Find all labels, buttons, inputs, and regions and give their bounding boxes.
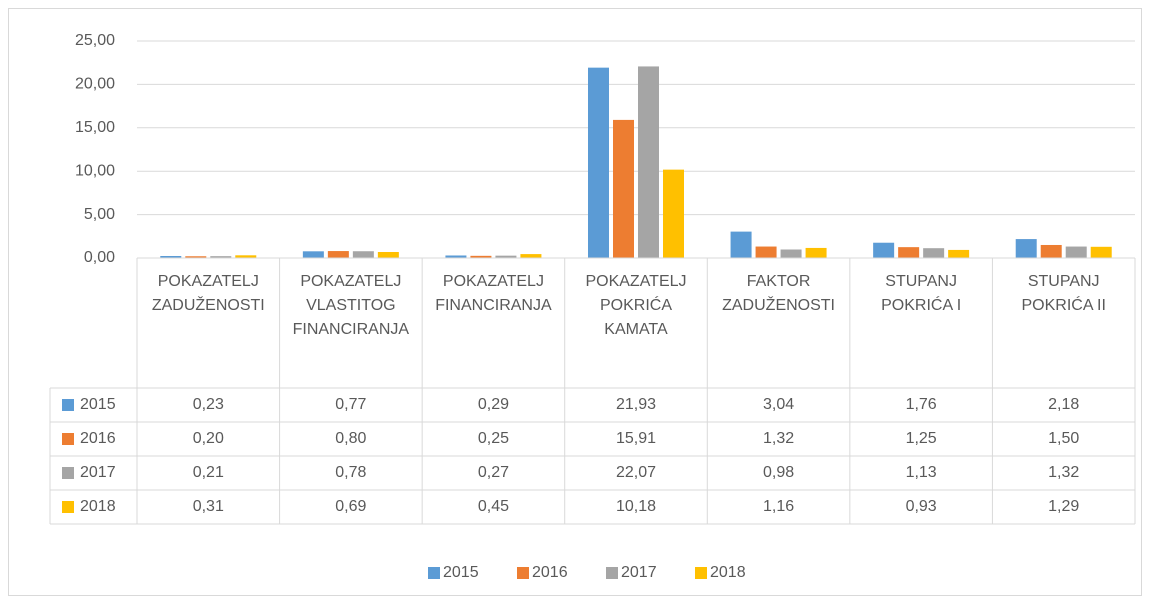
bar (1040, 244, 1062, 258)
legend-swatch (62, 433, 74, 445)
bar (923, 248, 945, 258)
data-label: 1,16 (763, 498, 794, 515)
legend-swatch (62, 501, 74, 513)
bar (327, 251, 349, 258)
bar (185, 256, 207, 258)
data-label: 1,50 (1048, 430, 1079, 447)
legend-label: 2017 (80, 464, 116, 481)
data-label: 0,93 (906, 498, 937, 515)
data-label: 0,20 (193, 430, 224, 447)
data-label: 0,27 (478, 464, 509, 481)
data-label: 0,45 (478, 498, 509, 515)
y-tick-label: 15,00 (75, 119, 115, 136)
legend-label: 2018 (710, 564, 746, 581)
bar (352, 251, 374, 258)
data-label: 1,32 (1048, 464, 1079, 481)
bar (1065, 246, 1087, 258)
data-label: 0,98 (763, 464, 794, 481)
data-label: 10,18 (616, 498, 656, 515)
data-label: 1,13 (906, 464, 937, 481)
legend-label: 2017 (621, 564, 657, 581)
data-label: 0,77 (335, 396, 366, 413)
data-label: 0,69 (335, 498, 366, 515)
data-label: 3,04 (763, 396, 794, 413)
y-tick-label: 0,00 (84, 249, 115, 266)
data-label: 21,93 (616, 396, 656, 413)
data-label: 1,29 (1048, 498, 1079, 515)
data-label: 1,25 (906, 430, 937, 447)
data-label: 0,21 (193, 464, 224, 481)
bar (588, 67, 609, 258)
bar (235, 255, 257, 258)
legend-label: 2016 (80, 430, 116, 447)
bar (755, 246, 777, 258)
bar (898, 247, 920, 258)
bar (377, 252, 399, 258)
legend-label: 2015 (443, 564, 479, 581)
category-label: POKAZATELJ FINANCIRANJA (435, 273, 552, 314)
data-label: 0,25 (478, 430, 509, 447)
y-tick-label: 10,00 (75, 162, 115, 179)
bar (1015, 239, 1037, 258)
bar (160, 256, 182, 258)
category-label: POKAZATELJ VLASTITOG FINANCIRANJA (292, 273, 410, 338)
category-label: POKAZATELJ POKRIĆA KAMATA (585, 273, 687, 338)
chart-border (8, 8, 1142, 596)
data-label: 2,18 (1048, 396, 1079, 413)
legend-label: 2015 (80, 396, 116, 413)
bar (948, 249, 970, 258)
legend-swatch (606, 567, 618, 579)
bar (730, 231, 752, 258)
legend-label: 2016 (532, 564, 568, 581)
bar (638, 66, 659, 258)
category-label: POKAZATELJ ZADUŽENOSTI (151, 273, 265, 314)
bar (1090, 246, 1112, 258)
bar (520, 254, 542, 258)
bar (302, 251, 324, 258)
data-label: 0,23 (193, 396, 224, 413)
data-label: 0,78 (335, 464, 366, 481)
bar (445, 255, 467, 258)
category-label: STUPANJ POKRIĆA I (881, 273, 962, 314)
bar (210, 256, 232, 258)
legend-swatch (62, 467, 74, 479)
legend-swatch (62, 399, 74, 411)
data-label: 1,32 (763, 430, 794, 447)
legend-label: 2018 (80, 498, 116, 515)
bar (873, 242, 895, 258)
y-tick-label: 20,00 (75, 76, 115, 93)
bar (495, 255, 517, 258)
data-label: 0,29 (478, 396, 509, 413)
category-label: STUPANJ POKRIĆA II (1021, 273, 1106, 314)
data-label: 0,80 (335, 430, 366, 447)
category-label: FAKTOR ZADUŽENOSTI (722, 273, 835, 314)
bar (613, 119, 634, 258)
data-label: 0,31 (193, 498, 224, 515)
legend-swatch (695, 567, 707, 579)
y-tick-label: 25,00 (75, 32, 115, 49)
bar (780, 249, 802, 258)
bar (663, 169, 684, 258)
legend-swatch (517, 567, 529, 579)
y-tick-label: 5,00 (84, 206, 115, 223)
bar (470, 255, 492, 258)
data-label: 15,91 (616, 430, 656, 447)
data-label: 22,07 (616, 464, 656, 481)
data-label: 1,76 (906, 396, 937, 413)
bar (805, 247, 827, 258)
legend-swatch (428, 567, 440, 579)
